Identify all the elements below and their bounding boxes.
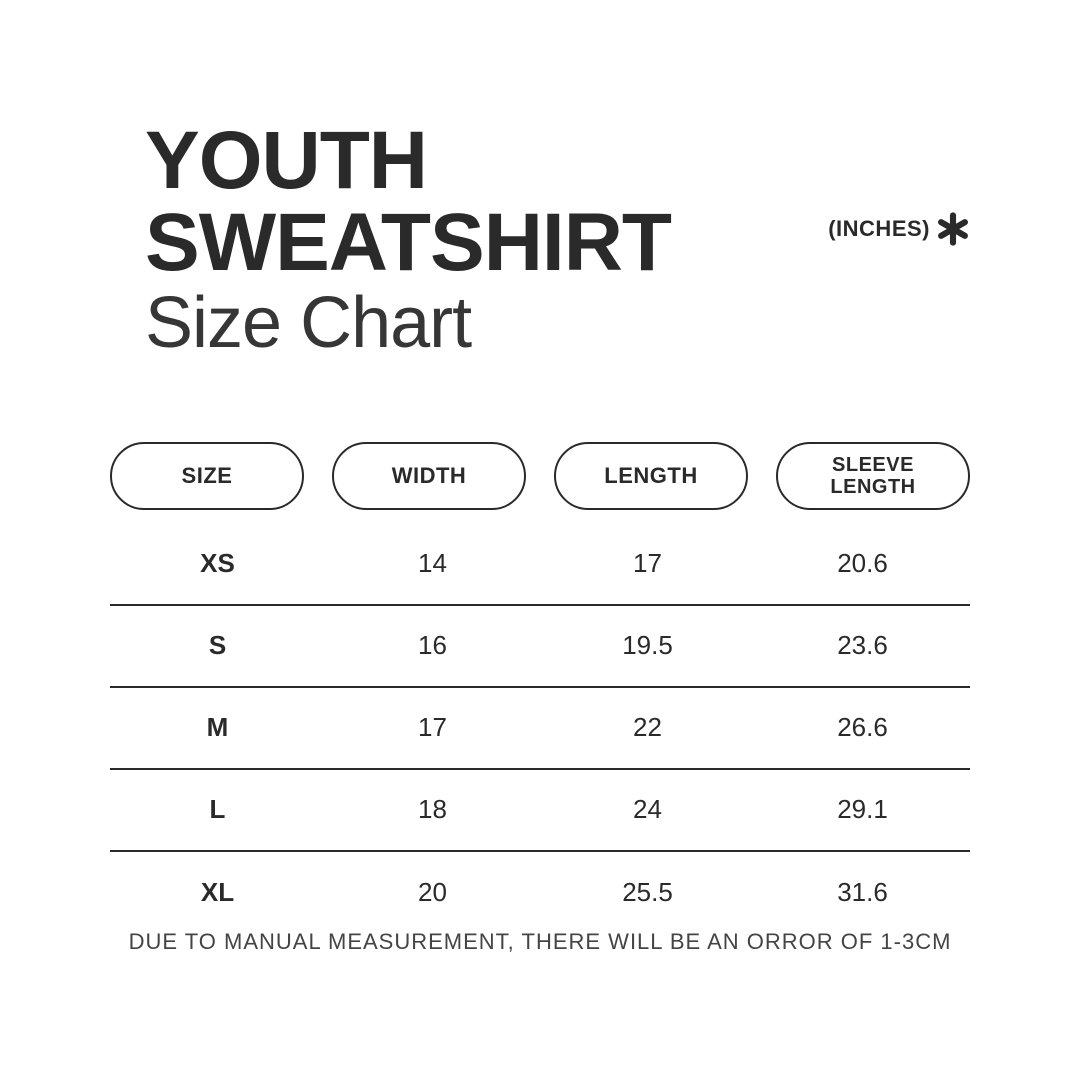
cell-sleeve: 20.6: [755, 548, 970, 579]
col-header-length: LENGTH: [554, 442, 748, 510]
cell-size: L: [110, 794, 325, 825]
table-row: XL 20 25.5 31.6: [110, 852, 970, 934]
cell-size: M: [110, 712, 325, 743]
cell-width: 14: [325, 548, 540, 579]
cell-sleeve: 31.6: [755, 877, 970, 908]
cell-size: S: [110, 630, 325, 661]
col-header-width: WIDTH: [332, 442, 526, 510]
size-chart-page: YOUTH SWEATSHIRT Size Chart (INCHES): [0, 0, 1080, 1080]
unit-wrap: (INCHES): [828, 212, 970, 246]
cell-length: 19.5: [540, 630, 755, 661]
col-header-sleeve-length-line1: SLEEVELENGTH: [830, 454, 915, 498]
table-row: M 17 22 26.6: [110, 688, 970, 770]
cell-width: 17: [325, 712, 540, 743]
col-header-size: SIZE: [110, 442, 304, 510]
cell-width: 18: [325, 794, 540, 825]
cell-length: 22: [540, 712, 755, 743]
header-block: YOUTH SWEATSHIRT Size Chart (INCHES): [145, 120, 970, 362]
table-row: L 18 24 29.1: [110, 770, 970, 852]
cell-length: 24: [540, 794, 755, 825]
cell-sleeve: 23.6: [755, 630, 970, 661]
title-main: YOUTH SWEATSHIRT: [145, 120, 970, 284]
cell-sleeve: 26.6: [755, 712, 970, 743]
footnote-text: DUE TO MANUAL MEASUREMENT, THERE WILL BE…: [0, 929, 1080, 955]
cell-sleeve: 29.1: [755, 794, 970, 825]
cell-length: 17: [540, 548, 755, 579]
col-header-sleeve-length: SLEEVELENGTH: [776, 442, 970, 510]
table-header-row: SIZE WIDTH LENGTH SLEEVELENGTH: [110, 442, 970, 510]
table-row: XS 14 17 20.6: [110, 524, 970, 606]
cell-size: XL: [110, 877, 325, 908]
size-table: SIZE WIDTH LENGTH SLEEVELENGTH XS 14 17 …: [110, 442, 970, 934]
cell-length: 25.5: [540, 877, 755, 908]
cell-width: 16: [325, 630, 540, 661]
title-sub: Size Chart: [145, 286, 970, 362]
asterisk-icon: [936, 212, 970, 246]
cell-size: XS: [110, 548, 325, 579]
table-row: S 16 19.5 23.6: [110, 606, 970, 688]
cell-width: 20: [325, 877, 540, 908]
unit-label: (INCHES): [828, 216, 930, 242]
